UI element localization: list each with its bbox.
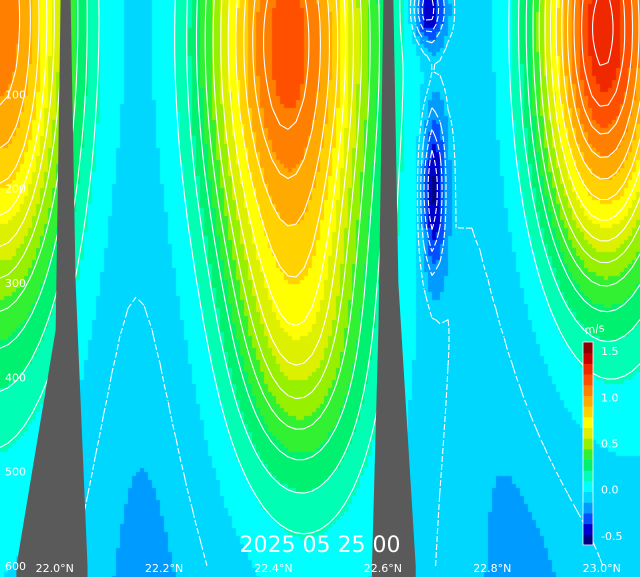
colorbar-segment	[583, 523, 593, 535]
y-tick-label: 600	[5, 560, 26, 573]
colorbar-segment	[583, 491, 593, 503]
contour-line	[0, 0, 640, 278]
timestamp-label: 2025 05 25 00	[240, 533, 401, 558]
colorbar-segment	[583, 384, 593, 396]
colorbar-segment	[583, 395, 593, 407]
contour-line	[417, 0, 443, 252]
colorbar-segment	[583, 534, 593, 546]
colorbar-tick-label: 1.0	[601, 391, 619, 404]
colorbar-segment	[583, 374, 593, 386]
colorbar-segment	[583, 438, 593, 450]
contour-line	[0, 0, 640, 227]
contour-line	[0, 0, 640, 179]
contour-line	[0, 0, 640, 326]
colorbar-segment	[583, 427, 593, 439]
colorbar-tick-label: 0.5	[601, 438, 619, 451]
y-tick-label: 500	[5, 466, 26, 479]
x-tick-label: 22.2°N	[145, 562, 183, 575]
colorbar-frame	[582, 341, 594, 546]
x-tick-label: 22.8°N	[473, 562, 511, 575]
colorbar-segment	[583, 480, 593, 493]
y-tick-label: 200	[5, 183, 26, 196]
contour-line	[0, 0, 640, 365]
x-tick-label: 22.0°N	[36, 562, 74, 575]
colorbar-units: m/s	[584, 321, 606, 337]
colorbar-tick-label: -0.5	[601, 530, 622, 543]
contour-line	[0, 0, 640, 460]
y-tick-label: 100	[5, 88, 26, 101]
colorbar-segment	[583, 363, 593, 375]
colorbar-tick-label: 1.5	[601, 345, 619, 358]
x-tick-label: 22.6°N	[364, 562, 402, 575]
x-tick-label: 22.4°N	[254, 562, 292, 575]
colorbar-segment	[583, 342, 593, 354]
colorbar-segment	[583, 416, 593, 428]
x-tick-label: 23.0°N	[583, 562, 621, 575]
contour-line	[581, 0, 626, 107]
colorbar-segment	[583, 470, 593, 482]
colorbar-segment	[583, 459, 593, 471]
colorbar-segment	[583, 512, 593, 525]
colorbar-tick-label: 0.0	[601, 484, 619, 497]
contour-line	[413, 0, 447, 276]
colorbar-segment	[583, 352, 593, 364]
contour-line	[592, 0, 614, 66]
contour-line	[263, 0, 634, 135]
colorbar-segment	[583, 448, 593, 461]
ridge-2	[371, 0, 416, 577]
ridge-1	[16, 0, 88, 577]
colorbar-segment	[583, 502, 593, 514]
y-tick-label: 300	[5, 277, 26, 290]
y-tick-label: 400	[5, 371, 26, 384]
colorbar-segment	[583, 406, 593, 418]
contour-line	[421, 0, 438, 230]
